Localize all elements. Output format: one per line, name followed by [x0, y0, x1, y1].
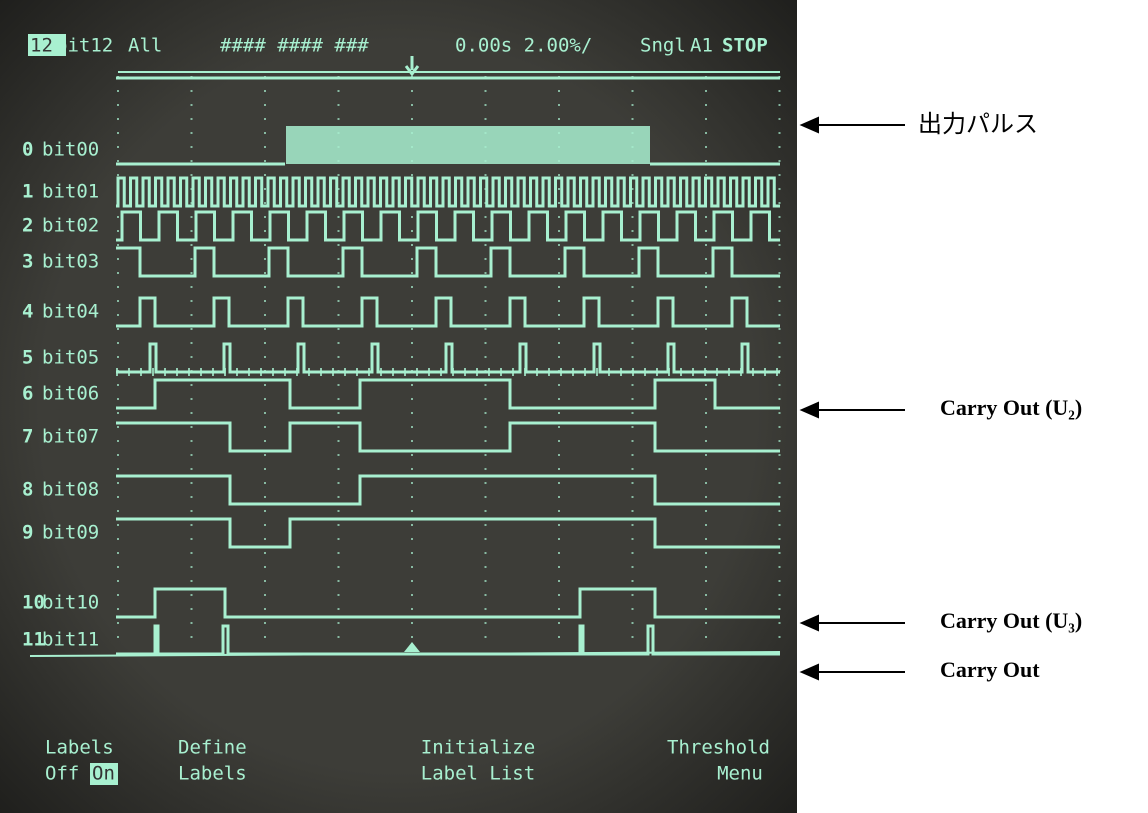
channel-number: 9 [22, 522, 33, 544]
channel-label: bit11 [42, 629, 99, 651]
header-trigger: A1 [690, 35, 713, 57]
page: 12 bit12 All #### #### ### 0.00s 2.00%/ … [0, 0, 1148, 813]
channel-label: bit05 [42, 347, 99, 369]
annotation: Carry Out (U₃) [940, 608, 1082, 633]
softkey-text: Off [45, 763, 79, 785]
header-label: bit12 [56, 35, 113, 57]
softkey-text: Labels [45, 737, 114, 759]
header-status: STOP [722, 35, 768, 57]
channel-number: 3 [22, 251, 33, 273]
channel-label: bit10 [42, 592, 99, 614]
channel-number: 6 [22, 383, 33, 405]
channel-label: bit02 [42, 215, 99, 237]
channel-number: 5 [22, 347, 33, 369]
softkey-text[interactable]: Threshold [667, 737, 770, 759]
channel-label: bit08 [42, 479, 99, 501]
channel-number: 1 [22, 181, 33, 203]
channel-label: bit04 [42, 301, 99, 323]
softkey-text[interactable]: Menu [717, 763, 763, 785]
channel-number: 8 [22, 479, 33, 501]
channel-number: 2 [22, 215, 33, 237]
channel-label: bit03 [42, 251, 99, 273]
header-slot: 12 [30, 35, 53, 57]
channel-label: bit00 [42, 139, 99, 161]
header-mode: All [128, 35, 162, 57]
channel-number: 4 [22, 301, 33, 323]
annotation-arrows [802, 118, 905, 679]
annotation: Carry Out [940, 657, 1040, 682]
softkey-text[interactable]: Label List [421, 763, 535, 785]
header-timebase: 0.00s 2.00%/ [455, 35, 592, 57]
softkey-text[interactable]: Labels [178, 763, 247, 785]
channel-label: bit09 [42, 522, 99, 544]
channel-label: bit01 [42, 181, 99, 203]
pulse-burst [286, 126, 650, 164]
channel-number: 0 [22, 139, 33, 161]
channel-label: bit06 [42, 383, 99, 405]
annotation: Carry Out (U₂) [940, 395, 1082, 420]
header-acquisition: Sngl [640, 35, 686, 57]
annotation: 出力パルス [918, 110, 1038, 138]
header-patterns: #### #### ### [220, 35, 369, 57]
softkey-text[interactable]: On [92, 763, 115, 785]
channel-label: bit07 [42, 426, 99, 448]
softkey-text[interactable]: Initialize [421, 737, 535, 759]
softkey-text[interactable]: Define [178, 737, 247, 759]
channel-number: 7 [22, 426, 33, 448]
